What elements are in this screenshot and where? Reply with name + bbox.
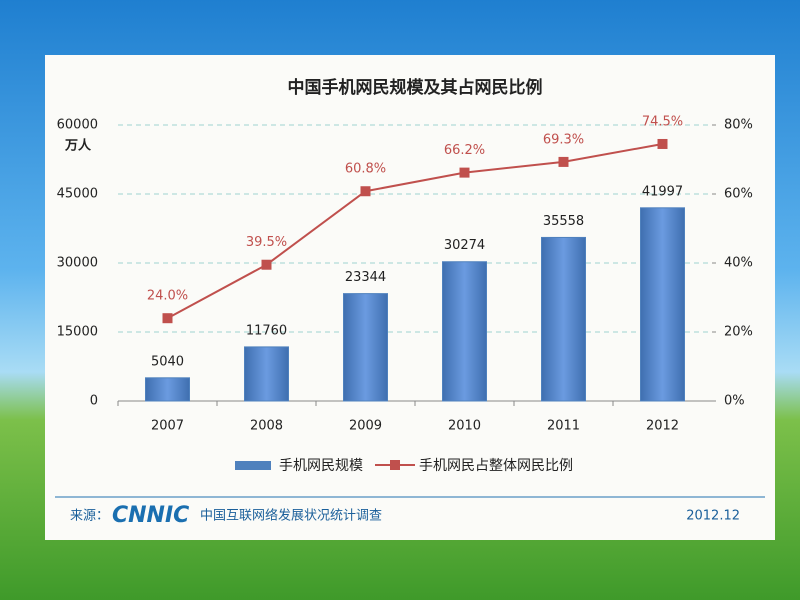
bar-value-label: 11760 [246,323,287,338]
date: 2012.12 [686,509,740,524]
bar [244,346,289,402]
bar-value-label: 30274 [444,238,485,253]
x-tick-label: 2007 [151,419,184,434]
x-tick-label: 2011 [547,419,580,434]
legend-swatch [235,461,271,470]
line [167,142,663,320]
y-tick-label: 30000 [57,256,98,271]
y-tick-label: 15000 [57,325,98,340]
line-marker [162,313,173,324]
x-tick-label: 2010 [448,419,481,434]
legend-label: 手机网民占整体网民比例 [419,458,573,474]
source: 中国互联网络发展状况统计调查 [200,508,382,524]
bar-value-label: 23344 [345,270,386,285]
line-value-label: 24.0% [147,289,188,304]
bar [442,261,487,402]
chart-title: 中国手机网民规模及其占网民比例 [288,77,543,98]
source-prefix: 来源： [70,509,109,524]
y-tick-label: 0 [90,394,98,409]
y2-tick-label: 20% [724,325,753,340]
x-tick-label: 2012 [646,419,679,434]
legend-swatch [390,460,400,470]
y2-tick-label: 80% [724,118,753,133]
line-value-label: 74.5% [642,114,683,129]
legend-label: 手机网民规模 [279,458,363,474]
line-marker [360,186,371,197]
x-tick-label: 2008 [250,419,283,434]
bar-value-label: 35558 [543,214,584,229]
y2-tick-label: 40% [724,256,753,271]
y2-tick-label: 60% [724,187,753,202]
x-tick-label: 2009 [349,419,382,434]
bar [145,377,190,402]
line-marker [657,138,668,149]
line-marker [558,156,569,167]
y-tick-label: 45000 [57,187,98,202]
y-axis-label: 万人 [64,138,92,154]
y2-tick-label: 0% [724,394,745,409]
bar-value-label: 41997 [642,184,683,199]
line-value-label: 39.5% [246,235,287,250]
bar [343,293,388,402]
bar [541,236,586,402]
bar-value-label: 5040 [151,354,184,369]
line-value-label: 69.3% [543,132,584,147]
source-logo: CNNIC [112,503,189,528]
line-value-label: 66.2% [444,143,485,158]
line-marker [261,259,272,270]
bar [640,207,685,402]
line-marker [459,167,470,178]
line-value-label: 60.8% [345,162,386,177]
y-tick-label: 60000 [57,118,98,133]
